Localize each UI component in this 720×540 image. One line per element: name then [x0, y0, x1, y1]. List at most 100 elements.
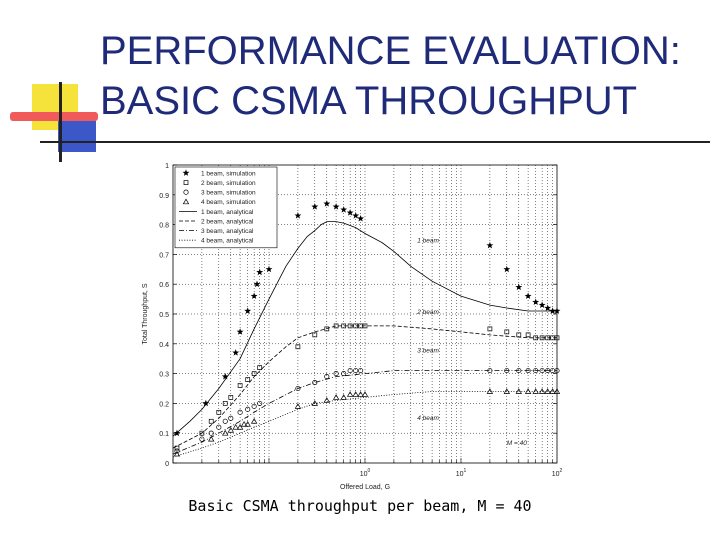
- legend-label: 4 beam, simulation: [201, 199, 256, 206]
- data-point-circle: [222, 418, 228, 424]
- data-point-square: [295, 344, 301, 350]
- throughput-chart: 0 0.1 0.2 0.3 0.4 0.5 0.6 0.7 0.8 0.9 1 100 101 102 Of…: [142, 163, 563, 491]
- legend-label: 1 beam, simulation: [201, 170, 256, 177]
- data-point-square: [251, 371, 257, 376]
- data-point-star: [503, 265, 511, 273]
- data-point-triangle: [352, 391, 359, 397]
- data-point-circle: [487, 368, 493, 374]
- data-point-star: [323, 200, 331, 207]
- data-point-circle: [174, 448, 180, 454]
- data-point-square: [341, 323, 347, 329]
- data-point-square: [487, 326, 493, 332]
- data-point-square: [208, 418, 214, 424]
- x-tick-label: 101: [456, 468, 467, 478]
- x-tick-label: 102: [552, 468, 563, 478]
- data-point-square: [353, 323, 359, 329]
- chart-annotation: 2 beam: [416, 309, 439, 316]
- data-point-triangle: [232, 423, 239, 430]
- chart-annotation: M = 40: [507, 440, 527, 447]
- data-point-square: [550, 335, 555, 341]
- data-point-triangle: [549, 388, 556, 394]
- data-point-square: [516, 332, 522, 338]
- data-point-star: [250, 292, 258, 300]
- data-point-triangle: [227, 426, 234, 433]
- data-point-circle: [358, 368, 364, 374]
- data-point-square: [199, 430, 205, 436]
- data-point-circle: [216, 424, 222, 430]
- data-point-circle: [245, 406, 251, 412]
- y-tick-label: 0: [165, 461, 169, 468]
- data-point-square: [174, 445, 180, 451]
- data-point-circle: [333, 371, 339, 377]
- data-point-circle: [504, 368, 510, 374]
- data-point-circle: [295, 385, 301, 392]
- figure-caption: Basic CSMA throughput per beam, M = 40: [188, 497, 532, 515]
- data-point-star: [544, 304, 552, 311]
- data-point-square: [539, 335, 545, 341]
- legend-marker-star: [182, 169, 190, 176]
- legend-marker-circle: [183, 189, 189, 195]
- data-point-circle: [516, 368, 522, 374]
- data-point-square: [216, 409, 222, 415]
- data-point-star: [352, 212, 360, 219]
- data-point-star: [538, 301, 546, 308]
- data-point-triangle: [524, 388, 532, 394]
- legend-label: 2 beam, simulation: [201, 180, 256, 187]
- y-tick-label: 1: [165, 163, 169, 170]
- data-point-star: [253, 280, 261, 288]
- data-point-square: [362, 323, 368, 329]
- data-point-circle: [257, 400, 263, 406]
- data-point-circle: [228, 415, 234, 421]
- data-point-star: [346, 209, 354, 216]
- data-point-square: [324, 326, 330, 332]
- data-point-triangle: [346, 391, 354, 397]
- data-point-triangle: [222, 429, 229, 436]
- data-point-star: [221, 372, 229, 380]
- data-point-star: [332, 203, 340, 210]
- data-point-square: [504, 329, 510, 335]
- chart-annotation: 1 beam: [417, 237, 439, 244]
- data-point-circle: [324, 374, 330, 380]
- data-point-square: [257, 365, 263, 370]
- data-point-triangle: [173, 450, 181, 457]
- chart-legend: 1 beam, simulation 2 beam, simulation 3 be…: [174, 166, 278, 249]
- data-point-triangle: [538, 388, 546, 394]
- y-tick-label: 0.3: [159, 372, 169, 379]
- data-point-star: [202, 399, 210, 407]
- data-point-square: [312, 332, 318, 338]
- legend-box: [174, 166, 278, 249]
- data-point-triangle: [515, 388, 522, 394]
- slide-title: PERFORMANCE EVALUATION: BASIC CSMA THROU…: [100, 29, 681, 123]
- data-point-star: [265, 265, 273, 273]
- data-point-circle: [347, 368, 353, 374]
- y-tick-label: 0.2: [159, 401, 169, 408]
- legend-label: 3 beam, simulation: [201, 190, 256, 197]
- y-tick-label: 0.4: [159, 342, 169, 349]
- data-point-triangle: [503, 388, 511, 394]
- data-point-triangle: [244, 420, 251, 427]
- data-point-star: [524, 292, 532, 300]
- data-point-square: [358, 323, 363, 329]
- data-point-circle: [525, 368, 531, 374]
- data-point-square: [554, 335, 560, 341]
- data-point-circle: [237, 409, 243, 415]
- y-tick-label: 0.8: [159, 223, 169, 230]
- data-point-triangle: [250, 417, 258, 424]
- data-point-circle: [545, 368, 551, 374]
- data-point-circle: [539, 368, 545, 374]
- analytical-line-solid: [172, 221, 557, 437]
- analytical-line-dotted: [172, 391, 557, 458]
- data-point-triangle: [553, 388, 561, 394]
- data-point-triangle: [323, 397, 330, 403]
- data-point-triangle: [544, 388, 551, 394]
- data-point-triangle: [532, 388, 539, 394]
- y-tick-label: 0.9: [159, 193, 169, 200]
- analytical-line-dashdot: [172, 370, 557, 455]
- data-point-star: [486, 241, 494, 249]
- data-point-circle: [312, 379, 318, 386]
- legend-marker-square: [183, 180, 189, 185]
- data-point-square: [245, 377, 251, 382]
- data-point-circle: [353, 368, 359, 374]
- legend-label: 2 beam, analytical: [201, 218, 254, 225]
- y-tick-label: 0.7: [159, 252, 169, 259]
